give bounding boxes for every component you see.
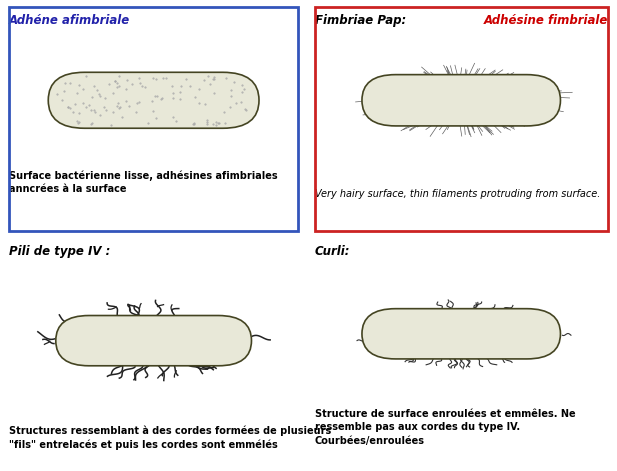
FancyBboxPatch shape bbox=[362, 74, 560, 126]
Text: Curli:: Curli: bbox=[315, 245, 350, 258]
FancyBboxPatch shape bbox=[48, 72, 259, 128]
Text: Very hairy surface, thin filaments protruding from surface.: Very hairy surface, thin filaments protr… bbox=[315, 189, 600, 199]
FancyBboxPatch shape bbox=[56, 316, 252, 366]
Bar bbox=[315, 7, 608, 231]
FancyBboxPatch shape bbox=[362, 309, 560, 359]
Text: Fimbriae Pap:: Fimbriae Pap: bbox=[315, 14, 406, 27]
Text: Adhésine fimbriale: Adhésine fimbriale bbox=[484, 14, 608, 27]
Text: Structures ressemblant à des cordes formées de plusieurs
"fils" entrelacés et pu: Structures ressemblant à des cordes form… bbox=[9, 425, 331, 450]
Bar bbox=[9, 7, 298, 231]
Text: Structure de surface enroulées et emmêles. Ne
ressemble pas aux cordes du type I: Structure de surface enroulées et emmêle… bbox=[315, 409, 575, 446]
Text: Adhéne afimbriale: Adhéne afimbriale bbox=[9, 14, 130, 27]
Text: Surface bactérienne lisse, adhésines afimbriales
anncrées à la surface: Surface bactérienne lisse, adhésines afi… bbox=[9, 170, 278, 194]
Text: Pili de type IV :: Pili de type IV : bbox=[9, 245, 110, 258]
